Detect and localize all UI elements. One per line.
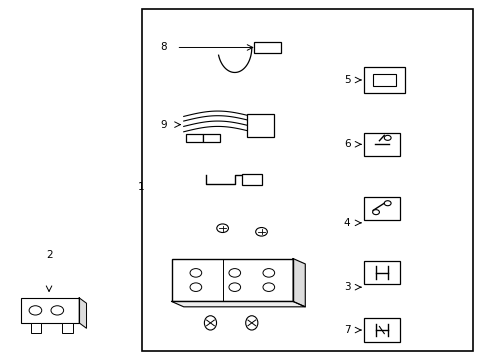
Bar xyxy=(171,258,292,301)
Circle shape xyxy=(384,135,390,140)
Polygon shape xyxy=(79,298,86,328)
Bar xyxy=(363,261,399,284)
Circle shape xyxy=(263,269,274,277)
Circle shape xyxy=(190,269,201,277)
Circle shape xyxy=(384,201,390,206)
Circle shape xyxy=(228,269,240,277)
Text: 8: 8 xyxy=(160,42,166,53)
Text: 2: 2 xyxy=(46,250,53,260)
Bar xyxy=(363,197,399,220)
Circle shape xyxy=(216,224,228,233)
Bar xyxy=(363,67,404,93)
Bar xyxy=(62,323,73,333)
Text: 7: 7 xyxy=(343,325,350,335)
Circle shape xyxy=(29,306,41,315)
Bar xyxy=(363,319,399,342)
Bar xyxy=(254,42,281,53)
Circle shape xyxy=(228,283,240,292)
Circle shape xyxy=(51,306,63,315)
Text: 5: 5 xyxy=(343,75,350,85)
Bar xyxy=(242,174,261,185)
Bar xyxy=(372,74,395,86)
Text: 4: 4 xyxy=(343,218,350,228)
Text: 6: 6 xyxy=(343,139,350,149)
Bar xyxy=(203,134,220,143)
Text: 9: 9 xyxy=(160,120,166,130)
Ellipse shape xyxy=(245,316,257,330)
Polygon shape xyxy=(292,258,305,307)
Bar xyxy=(246,114,273,137)
Circle shape xyxy=(255,228,267,236)
Ellipse shape xyxy=(204,316,216,330)
Bar xyxy=(142,9,472,351)
Bar xyxy=(186,134,203,143)
Circle shape xyxy=(190,283,201,292)
Bar xyxy=(363,133,399,156)
Bar xyxy=(21,298,79,323)
Bar xyxy=(30,323,41,333)
Circle shape xyxy=(263,283,274,292)
Text: 3: 3 xyxy=(343,282,350,292)
Polygon shape xyxy=(171,301,305,307)
Text: 1: 1 xyxy=(138,182,144,192)
Circle shape xyxy=(372,210,379,215)
